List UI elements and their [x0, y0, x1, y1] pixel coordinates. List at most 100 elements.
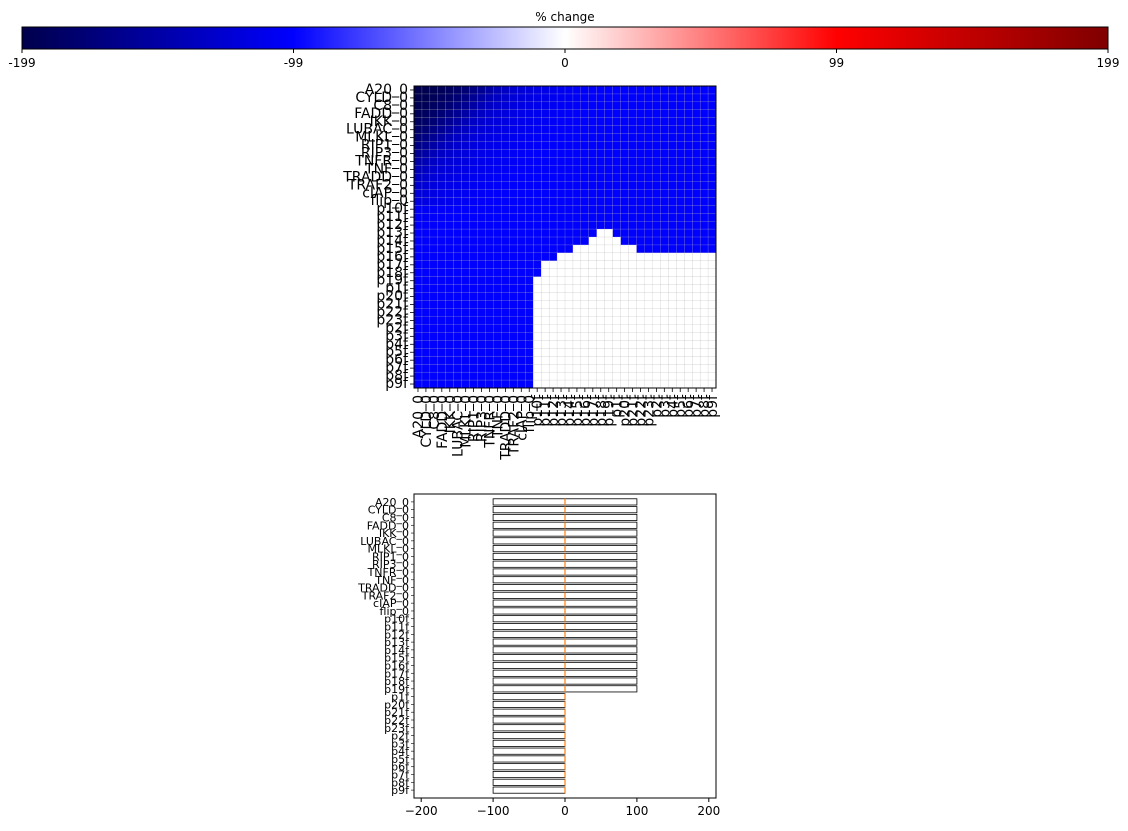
- heatmap-cell: [525, 371, 534, 381]
- heatmap-cell: [684, 340, 693, 349]
- heatmap-cell: [580, 197, 590, 206]
- heatmap-row-label: p3f: [385, 328, 409, 344]
- heatmap-cell: [676, 340, 685, 349]
- heatmap-cell: [493, 205, 502, 214]
- heatmap-cell: [636, 364, 645, 373]
- heatmap-cell: [541, 340, 550, 349]
- heatmap-cell: [699, 364, 709, 373]
- heatmap-cell: [445, 205, 455, 214]
- heatmap-cell: [437, 197, 447, 206]
- heatmap-col-label: p17f: [586, 394, 602, 427]
- heatmap-cell: [636, 149, 645, 158]
- heatmap-cell: [445, 220, 455, 230]
- heatmap-cell: [533, 165, 542, 174]
- heatmap-cell: [668, 197, 677, 206]
- heatmap-cell: [628, 364, 637, 373]
- heatmap-cell: [556, 149, 566, 158]
- heatmap-cell: [699, 371, 709, 381]
- heatmap-cell: [413, 292, 423, 301]
- heatmap-cell: [509, 125, 518, 135]
- heatmap-cell: [660, 324, 669, 333]
- heatmap-cell: [612, 213, 621, 222]
- heatmap-cell: [564, 157, 574, 166]
- heatmap-cell: [628, 379, 637, 389]
- heatmap-cell: [445, 284, 455, 293]
- heatmap-cell: [604, 205, 614, 214]
- heatmap-cell: [580, 117, 590, 127]
- heatmap-cell: [501, 141, 510, 150]
- heatmap-cell: [660, 101, 669, 111]
- heatmap-cell: [556, 220, 566, 230]
- heatmap-cell: [596, 364, 606, 373]
- heatmap-cell: [652, 181, 661, 190]
- heatmap-cell: [676, 109, 685, 119]
- heatmap-cell: [699, 300, 709, 309]
- heatmap-cell: [652, 173, 661, 182]
- heatmap-cell: [548, 300, 558, 309]
- heatmap-cell: [580, 371, 590, 381]
- heatmap-cell: [541, 316, 550, 325]
- heatmap-cell: [644, 157, 653, 166]
- heatmap-cell: [636, 125, 645, 135]
- heatmap-cell: [469, 205, 478, 214]
- heatmap-cell: [477, 316, 486, 325]
- heatmap-cell: [612, 244, 621, 254]
- heatmap-cell: [421, 181, 431, 190]
- interval-x-tick-label: −100: [477, 804, 510, 818]
- heatmap-cell: [588, 348, 598, 357]
- heatmap-cell: [501, 276, 510, 286]
- heatmap-cell: [429, 133, 439, 142]
- heatmap-cell: [676, 197, 685, 206]
- heatmap-cell: [477, 364, 486, 373]
- heatmap-cell: [485, 125, 494, 135]
- heatmap-cell: [692, 205, 701, 214]
- heatmap-cell: [644, 300, 653, 309]
- heatmap-cell: [517, 213, 526, 222]
- heatmap-cell: [533, 181, 542, 190]
- heatmap-cell: [548, 149, 558, 158]
- heatmap-cell: [564, 276, 574, 286]
- heatmap-cell: [564, 324, 574, 333]
- heatmap-cell: [707, 133, 717, 142]
- heatmap-cell: [437, 340, 447, 349]
- heatmap-cell: [517, 181, 526, 190]
- heatmap-cell: [604, 364, 614, 373]
- heatmap-cell: [485, 252, 494, 262]
- heatmap-cell: [469, 332, 478, 341]
- heatmap-col-label: cIAP_0: [514, 395, 530, 441]
- heatmap-cell: [469, 165, 478, 174]
- heatmap-cell: [413, 348, 423, 357]
- interval-y-label: p12f: [384, 628, 410, 641]
- heatmap-cell: [429, 220, 439, 230]
- heatmap-cell: [620, 109, 629, 119]
- heatmap-cell: [596, 93, 606, 103]
- heatmap-cell: [676, 371, 685, 381]
- heatmap-cell: [612, 300, 621, 309]
- heatmap-cell: [628, 157, 637, 166]
- heatmap-cell: [660, 205, 669, 214]
- heatmap-cell: [429, 379, 439, 389]
- heatmap-cell: [453, 316, 463, 325]
- heatmap-cell: [469, 228, 478, 238]
- heatmap-cell: [668, 181, 677, 190]
- heatmap-cell: [453, 117, 463, 127]
- heatmap-cell: [620, 340, 629, 349]
- heatmap-cell: [588, 228, 598, 238]
- heatmap-cell: [652, 165, 661, 174]
- heatmap-row-label: C8_0: [373, 98, 408, 114]
- heatmap-cell: [652, 157, 661, 166]
- heatmap-cell: [437, 165, 447, 174]
- heatmap-cell: [604, 308, 614, 317]
- heatmap-cell: [548, 276, 558, 286]
- heatmap-cell: [620, 85, 629, 95]
- heatmap-cell: [668, 157, 677, 166]
- heatmap-cell: [517, 197, 526, 206]
- heatmap-cell: [580, 364, 590, 373]
- heatmap-cell: [541, 268, 550, 278]
- heatmap-cell: [485, 371, 494, 381]
- heatmap-cell: [485, 189, 494, 198]
- heatmap-cell: [453, 260, 463, 270]
- heatmap-cell: [692, 117, 701, 127]
- heatmap-cell: [461, 379, 470, 389]
- heatmap-cell: [413, 268, 423, 278]
